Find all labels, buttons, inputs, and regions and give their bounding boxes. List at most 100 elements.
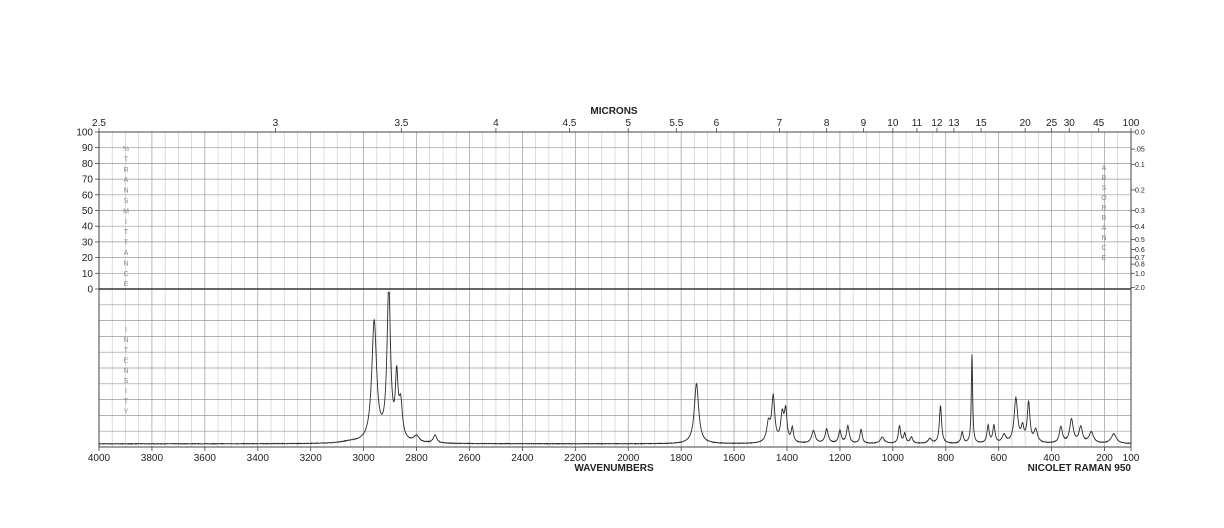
micron-tick-label: 5 [625,118,631,129]
transmittance-label-char: T [124,229,129,236]
transmittance-tick-label: 20 [82,253,94,264]
wavenumber-tick-label: 1200 [829,453,852,464]
transmittance-label-char: T [124,156,129,163]
transmittance-label-char: E [124,281,129,288]
transmittance-tick-label: 90 [82,143,94,154]
wavenumber-axis: 4000 3800 3600 3400 3200 3000 2800 2600 2400 2200… [88,447,1140,464]
transmittance-tick-label: 0 [87,285,93,296]
micron-tick-label: 4.5 [562,118,576,129]
intensity-label-char: E [124,358,129,365]
transmittance-label-char: I [125,219,127,226]
absorbance-label-char: B [1102,175,1107,182]
absorbance-tick-label: 1.0 [1135,271,1145,278]
wavenumber-tick-label: 1600 [723,453,746,464]
wavenumber-tick-label: 3600 [194,453,217,464]
transmittance-label-char: N [123,260,128,267]
wavenumber-tick-label: 1800 [670,453,693,464]
absorbance-tick-label: 0.2 [1135,187,1145,194]
wavenumber-tick-label: 4000 [88,453,111,464]
micron-tick-label: 20 [1020,118,1032,129]
micron-tick-label: 12 [931,118,943,129]
intensity-label-char: Y [124,409,129,416]
intensity-label-char: S [124,378,129,385]
micron-tick-label: 7 [777,118,783,129]
micron-tick-label: 30 [1064,118,1076,129]
intensity-label-char: I [125,327,127,334]
micron-tick-label: 10 [887,118,899,129]
absorbance-label-char: C [1101,245,1106,252]
transmittance-tick-label: 70 [82,175,94,186]
intensity-label-char: N [123,368,128,375]
micron-tick-label: 25 [1046,118,1058,129]
micron-tick-label: 9 [861,118,867,129]
wavenumber-tick-label: 2200 [564,453,587,464]
wavenumber-tick-label: 2800 [405,453,428,464]
wavenumber-tick-label: 2600 [458,453,481,464]
intensity-label-char: T [124,347,129,354]
absorbance-tick-label: 0.4 [1135,224,1145,231]
wavenumber-tick-label: 1000 [882,453,905,464]
absorbance-label-char: A [1102,165,1107,172]
micron-tick-label: 6 [714,118,720,129]
micron-tick-label: 15 [975,118,987,129]
absorbance-tick-label: .05 [1135,147,1145,154]
instrument-label: NICOLET RAMAN 950 [1028,463,1132,474]
micron-tick-label: 4 [493,118,499,129]
absorbance-tick-label: 0.3 [1135,208,1145,215]
intensity-label-char: N [123,337,128,344]
wavenumber-tick-label: 3800 [141,453,164,464]
micron-tick-label: 45 [1093,118,1105,129]
transmittance-tick-label: 80 [82,159,94,170]
absorbance-tick-label: 0.8 [1135,262,1145,269]
wavenumber-tick-label: 2000 [617,453,640,464]
transmittance-tick-label: 30 [82,237,94,248]
transmittance-label-char: M [123,208,129,215]
micron-tick-label: 5.5 [669,118,683,129]
transmittance-label-char: R [123,167,128,174]
absorbance-label-char: O [1101,195,1107,202]
absorbance-tick-label: 0.0 [1135,130,1145,137]
raman-spectrum-line [98,291,1132,445]
wavenumber-axis-title: WAVENUMBERS [574,463,654,474]
micron-tick-label: 3 [273,118,279,129]
transmittance-label-char: C [123,271,128,278]
absorbance-label-char: E [1102,255,1107,262]
wavenumber-tick-label: 1400 [776,453,799,464]
transmittance-label-char: T [124,240,129,247]
absorbance-label-char: A [1102,225,1107,232]
micron-tick-label: 3.5 [394,118,408,129]
transmittance-label-char: A [124,177,129,184]
wavenumber-tick-label: 3200 [300,453,323,464]
absorbance-label-char: R [1101,205,1106,212]
intensity-label-char: T [124,398,129,405]
absorbance-label-char: B [1102,215,1107,222]
grid [98,131,1132,448]
wavenumber-tick-label: 200 [1096,453,1113,464]
micron-tick-label: 100 [1123,118,1140,129]
spectrum-series [98,291,1132,445]
micron-axis-title: MICRONS [590,106,638,117]
transmittance-label-char: % [123,146,129,153]
transmittance-tick-label: 50 [82,206,94,217]
absorbance-tick-label: 2.0 [1135,285,1145,292]
wavenumber-tick-label: 800 [937,453,954,464]
wavenumber-tick-label: 400 [1043,453,1060,464]
wavenumber-tick-label: 100 [1123,453,1140,464]
absorbance-label-char: N [1101,235,1106,242]
transmittance-label-char: N [123,188,128,195]
transmittance-tick-label: 40 [82,222,94,233]
wavenumber-tick-label: 3000 [352,453,375,464]
micron-axis: 2.5 3 3.5 4 4.5 5 5.5 6 7 8 9 10 11 12 13 15 20 25 30 45 100 [92,118,1140,132]
micron-tick-label: 2.5 [92,118,106,129]
wavenumber-tick-label: 3400 [247,453,270,464]
transmittance-label-char: S [124,198,129,205]
absorbance-tick-label: 0.7 [1135,255,1145,262]
absorbance-tick-label: 0.1 [1135,162,1145,169]
absorbance-tick-label: 0.5 [1135,237,1145,244]
absorbance-tick-label: 0.6 [1135,247,1145,254]
wavenumber-tick-label: 2400 [511,453,534,464]
